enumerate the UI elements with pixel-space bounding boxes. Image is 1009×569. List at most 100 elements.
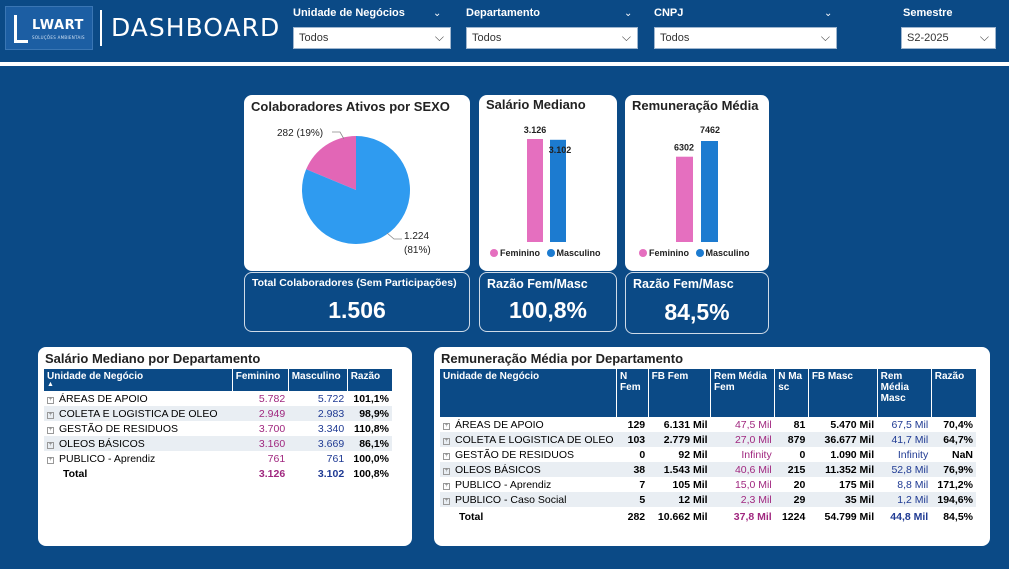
cell-razao: 101,1% bbox=[353, 392, 389, 405]
table-row[interactable]: + GESTÃO DE RESIDUOS 0 92 Mil Infinity 0 1.090… bbox=[440, 447, 976, 462]
legend-feminino: Feminino bbox=[500, 248, 540, 258]
cell-fb-masc: 54.799 Mil bbox=[824, 510, 875, 523]
expand-icon[interactable]: + bbox=[443, 482, 450, 490]
cell-fb-fem: 10.662 Mil bbox=[657, 510, 708, 523]
pie-label-masculino: 1.224 bbox=[404, 231, 429, 242]
cell-n-fem: 0 bbox=[639, 448, 646, 461]
filter-semestre: Semestre S2-2025 ⌵ bbox=[901, 7, 996, 49]
cell-rem-media-fem: 2,3 Mil bbox=[710, 492, 775, 507]
cell-razao: NaN bbox=[951, 448, 973, 461]
cell-razao: 86,1% bbox=[347, 436, 392, 451]
cell-fb-masc: 1.090 Mil bbox=[830, 448, 875, 461]
table-row[interactable]: + PUBLICO - Caso Social 5 12 Mil 2,3 Mil 29 35… bbox=[440, 492, 976, 507]
sexo-card-title: Colaboradores Ativos por SEXO bbox=[251, 99, 450, 114]
expand-icon[interactable]: + bbox=[47, 396, 54, 404]
bar-label-masculino: 3.102 bbox=[549, 145, 572, 155]
expand-icon[interactable]: + bbox=[47, 456, 54, 464]
filter-departamento-value: Todos bbox=[472, 32, 502, 44]
filter-unidade-select[interactable]: Todos ⌵ bbox=[293, 27, 451, 49]
total-row: Total 282 10.662 Mil 37,8 Mil 1224 54.799 Mil… bbox=[440, 507, 976, 526]
cell-n-masc: 215 bbox=[774, 462, 809, 477]
pie-leader-line bbox=[332, 131, 345, 140]
row-label: OLEOS BÁSICOS bbox=[455, 463, 541, 476]
cell-rem-media-masc: Infinity bbox=[897, 448, 929, 461]
cell-rem-media-fem: 47,5 Mil bbox=[734, 418, 772, 431]
col-header-rem-media-masc[interactable]: Rem Média Masc bbox=[877, 369, 932, 417]
cell-fb-fem: 6.131 Mil bbox=[663, 418, 708, 431]
chevron-down-icon[interactable]: ⌄ bbox=[624, 8, 633, 19]
cell-rem-media-fem: 27,0 Mil bbox=[710, 432, 775, 447]
filter-unidade-value: Todos bbox=[299, 32, 329, 44]
cell-feminino: 2.949 bbox=[232, 406, 289, 421]
table-row[interactable]: + ÁREAS DE APOIO 5.782 5.722 101,1% bbox=[44, 391, 392, 406]
total-row: Total 3.126 3.102 100,8% bbox=[44, 466, 392, 481]
expand-icon[interactable]: + bbox=[443, 422, 450, 430]
table-row[interactable]: + COLETA E LOGISTICA DE OLEO 103 2.779 Mil 2… bbox=[440, 432, 976, 447]
row-name: + GESTÃO DE RESIDUOS bbox=[44, 421, 232, 436]
col-header-unidade[interactable]: Unidade de Negócio bbox=[440, 369, 618, 417]
row-name: + PUBLICO - Aprendiz bbox=[44, 451, 232, 466]
col-header-razao[interactable]: Razão bbox=[347, 369, 392, 391]
pie-slice-masculino[interactable] bbox=[302, 136, 410, 244]
col-header-razao[interactable]: Razão bbox=[931, 369, 976, 417]
col-header-n-masc[interactable]: N Masc bbox=[774, 369, 809, 417]
bar-masculino[interactable] bbox=[550, 139, 566, 242]
cell-rem-media-masc: 52,8 Mil bbox=[877, 462, 932, 477]
table-row[interactable]: + OLEOS BÁSICOS 38 1.543 Mil 40,6 Mil 215 11.3… bbox=[440, 462, 976, 477]
legend-feminino: Feminino bbox=[649, 248, 689, 258]
col-header-fb-fem[interactable]: FB Fem bbox=[648, 369, 712, 417]
bar-feminino[interactable] bbox=[676, 156, 693, 242]
table-row[interactable]: + COLETA E LOGISTICA DE OLEO 2.949 2.983 98,… bbox=[44, 406, 392, 421]
bar-feminino[interactable] bbox=[527, 139, 543, 242]
chevron-down-icon[interactable]: ⌄ bbox=[433, 8, 442, 19]
expand-icon[interactable]: + bbox=[47, 441, 54, 449]
row-label: GESTÃO DE RESIDUOS bbox=[59, 422, 179, 435]
cell-masculino: 3.669 bbox=[288, 436, 348, 451]
row-label: PUBLICO - Aprendiz bbox=[455, 478, 552, 491]
col-header-unidade[interactable]: Unidade de Negócio ▲ bbox=[44, 369, 233, 391]
bar-label-feminino: 3.126 bbox=[524, 125, 547, 135]
kpi-razao-remun-title: Razão Fem/Masc bbox=[633, 277, 734, 291]
logo-subtext: SOLUÇÕES AMBIENTAIS bbox=[32, 35, 85, 40]
legend-dot-feminino bbox=[490, 249, 498, 257]
col-header-fb-masc[interactable]: FB Masc bbox=[808, 369, 878, 417]
filter-departamento-select[interactable]: Todos ⌵ bbox=[466, 27, 638, 49]
remun-dept-body: + ÁREAS DE APOIO 129 6.131 Mil 47,5 Mil 81 5.4… bbox=[440, 417, 976, 526]
expand-icon[interactable]: + bbox=[47, 426, 54, 434]
col-header-n-fem[interactable]: N Fem bbox=[616, 369, 649, 417]
row-name: + ÁREAS DE APOIO bbox=[44, 391, 232, 406]
cell-n-fem: 38 bbox=[616, 462, 649, 477]
row-name: + PUBLICO - Aprendiz bbox=[440, 477, 617, 492]
legend-dot-masculino bbox=[546, 249, 555, 257]
cell-fb-masc: 5.470 Mil bbox=[830, 418, 875, 431]
table-row[interactable]: + PUBLICO - Aprendiz 761 761 100,0% bbox=[44, 451, 392, 466]
row-name: + GESTÃO DE RESIDUOS bbox=[440, 447, 617, 462]
filter-semestre-select[interactable]: S2-2025 ⌵ bbox=[901, 27, 996, 49]
col-header-rem-media-fem[interactable]: Rem Média Fem bbox=[710, 369, 776, 417]
col-header-masculino[interactable]: Masculino bbox=[288, 369, 348, 391]
cell-razao: 194,6% bbox=[931, 492, 976, 507]
table-row[interactable]: + OLEOS BÁSICOS 3.160 3.669 86,1% bbox=[44, 436, 392, 451]
table-row[interactable]: + PUBLICO - Aprendiz 7 105 Mil 15,0 Mil 20 175… bbox=[440, 477, 976, 492]
filter-semestre-value: S2-2025 bbox=[907, 32, 949, 44]
expand-icon[interactable]: + bbox=[47, 411, 54, 419]
cell-feminino: 3.126 bbox=[258, 467, 286, 480]
company-logo: LWART SOLUÇÕES AMBIENTAIS bbox=[5, 6, 93, 50]
pie-slice-feminino[interactable] bbox=[306, 136, 356, 190]
expand-icon[interactable]: + bbox=[443, 467, 450, 475]
row-name: Total bbox=[440, 507, 617, 526]
cell-rem-media-fem: 15,0 Mil bbox=[734, 478, 772, 491]
expand-icon[interactable]: + bbox=[443, 452, 450, 460]
row-name: + OLEOS BÁSICOS bbox=[440, 462, 617, 477]
table-row[interactable]: + GESTÃO DE RESIDUOS 3.700 3.340 110,8% bbox=[44, 421, 392, 436]
pie-leader-line bbox=[386, 232, 402, 240]
table-row[interactable]: + ÁREAS DE APOIO 129 6.131 Mil 47,5 Mil 81 5.4… bbox=[440, 417, 976, 432]
expand-icon[interactable]: + bbox=[443, 437, 450, 445]
expand-icon[interactable]: + bbox=[443, 497, 450, 505]
cell-razao: 70,4% bbox=[943, 418, 973, 431]
logo-mark-icon bbox=[14, 15, 28, 43]
chevron-down-icon[interactable]: ⌄ bbox=[824, 8, 833, 19]
filter-cnpj-select[interactable]: Todos ⌵ bbox=[654, 27, 837, 49]
bar-masculino[interactable] bbox=[701, 141, 718, 242]
col-header-feminino[interactable]: Feminino bbox=[232, 369, 289, 391]
